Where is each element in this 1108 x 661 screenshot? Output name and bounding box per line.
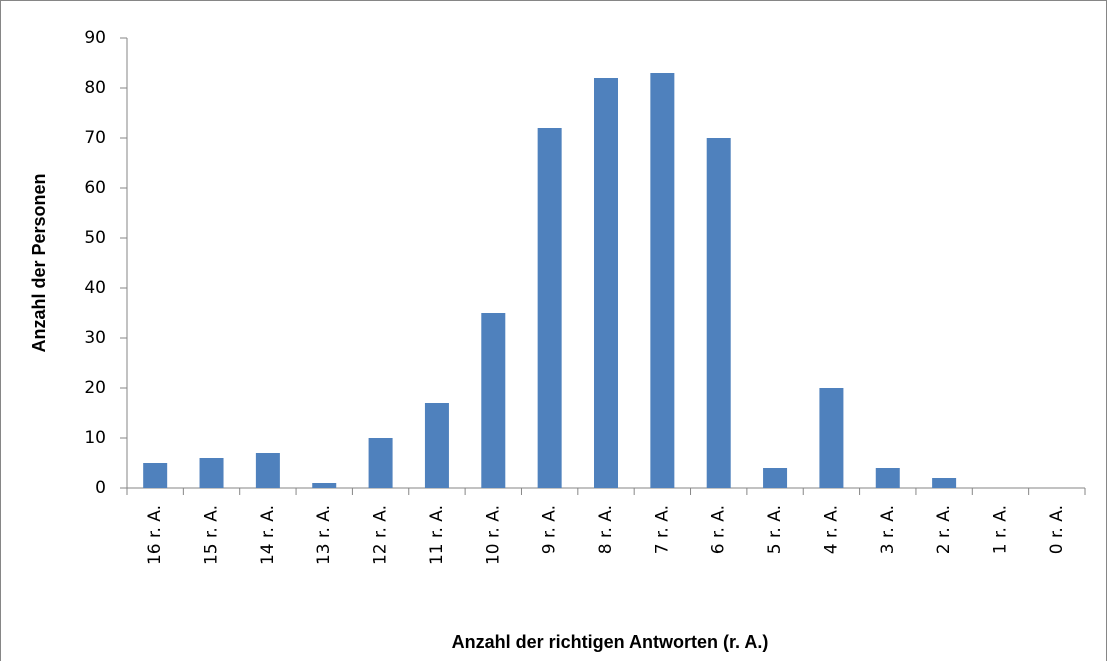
bar (706, 138, 731, 488)
bar (481, 313, 506, 488)
bar (424, 403, 449, 488)
x-tick-label: 4 r. A. (821, 505, 841, 554)
x-tick-label: 3 r. A. (878, 505, 898, 554)
x-tick-label: 14 r. A. (258, 505, 278, 565)
x-tick-label: 0 r. A. (1047, 505, 1067, 554)
bar (763, 468, 788, 488)
x-tick-label: 5 r. A. (765, 505, 785, 554)
x-tick-label: 16 r. A. (145, 505, 165, 565)
y-tick-label: 20 (84, 378, 106, 398)
x-tick-label: 2 r. A. (934, 505, 954, 554)
y-tick-label: 50 (84, 228, 106, 248)
bar (594, 78, 618, 488)
bar (255, 453, 280, 488)
y-tick-label: 40 (84, 278, 106, 298)
y-tick-label: 90 (84, 28, 106, 48)
bar (199, 458, 224, 488)
y-tick-label: 60 (84, 178, 106, 198)
x-tick-label: 8 r. A. (596, 505, 616, 554)
x-tick-label: 12 r. A. (371, 505, 391, 565)
bar (875, 468, 900, 488)
x-tick-label: 11 r. A. (427, 505, 447, 565)
x-tick-label: 13 r. A. (314, 505, 334, 565)
x-tick-label: 1 r. A. (990, 505, 1010, 554)
x-tick-label: 9 r. A. (540, 505, 560, 554)
y-tick-label: 0 (95, 478, 106, 498)
x-tick-label: 15 r. A. (202, 505, 222, 565)
x-tick-label: 6 r. A. (709, 505, 729, 554)
bar (650, 73, 675, 488)
bar (143, 463, 168, 488)
x-tick-label: 10 r. A. (483, 505, 503, 565)
y-tick-label: 10 (84, 428, 106, 448)
y-tick-label: 70 (84, 128, 106, 148)
y-axis-title: Anzahl der Personen (29, 173, 49, 352)
y-tick-label: 30 (84, 328, 106, 348)
y-tick-label: 80 (84, 78, 106, 98)
bar (537, 128, 562, 488)
bar (368, 438, 393, 488)
x-tick-label: 7 r. A. (652, 505, 672, 554)
bar (312, 483, 337, 488)
x-axis-title: Anzahl der richtigen Antworten (r. A.) (452, 632, 769, 652)
bar (932, 478, 957, 488)
bar (819, 388, 844, 488)
